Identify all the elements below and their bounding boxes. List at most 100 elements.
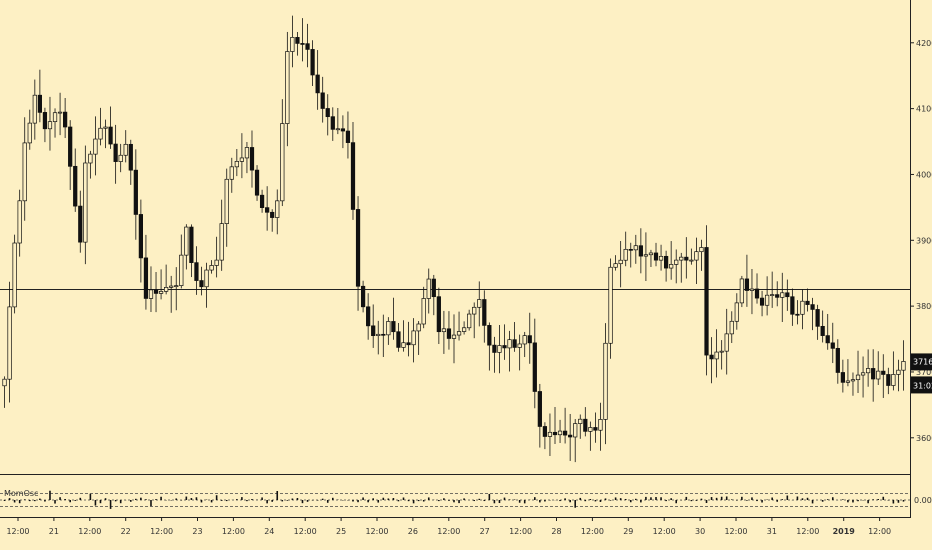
candle [527, 312, 532, 364]
candle-body-up [603, 342, 608, 420]
candle-body-up [239, 157, 245, 162]
candle-body-down [431, 278, 436, 298]
candle-body-down [300, 43, 305, 45]
candle [229, 157, 234, 193]
candle [663, 250, 669, 282]
candle [482, 290, 487, 343]
candle [461, 321, 467, 335]
candle [739, 275, 744, 308]
candle [623, 231, 628, 267]
candle-body-down [790, 296, 795, 315]
candle-body-up [679, 256, 684, 261]
candle [830, 322, 835, 364]
candle-body-down [537, 391, 542, 427]
candle-body-down [805, 300, 810, 305]
candle [775, 281, 780, 307]
candle-body-down [345, 130, 351, 143]
candle-body-down [527, 335, 532, 344]
candle-body-down [492, 344, 497, 353]
candle [653, 242, 659, 267]
candle [578, 414, 583, 439]
candle-body-down [820, 325, 825, 336]
candle-body-up [158, 290, 164, 294]
time-tick-label: 12:00 [294, 527, 317, 536]
candle [244, 141, 250, 174]
candle [684, 237, 689, 279]
candle [825, 313, 830, 350]
candle-body-up [83, 162, 88, 243]
candle-body-up [57, 111, 63, 114]
candle [179, 234, 184, 289]
oscillator-pane: MomOsc [0, 489, 910, 509]
candle-body-up [608, 266, 613, 344]
candle-body-down [259, 194, 265, 208]
candle [866, 349, 871, 387]
candle [98, 107, 103, 146]
candle-body-up [174, 285, 179, 287]
candle-body-up [93, 138, 98, 155]
candle-body-up [285, 51, 290, 124]
candle-body-down [391, 321, 396, 333]
candle-body-down [830, 342, 835, 349]
candle [517, 334, 522, 371]
candle [37, 69, 42, 123]
candle-body-down [37, 94, 42, 113]
candle [345, 111, 351, 159]
candle [234, 149, 239, 177]
candle-body-down [270, 211, 275, 218]
time-tick-label: 12:00 [581, 527, 604, 536]
candle-body-up [88, 153, 93, 164]
candle-body-up [643, 254, 649, 257]
time-axis[interactable]: 12:00 21 12:00 22 12:00 23 12:00 24 12:00 25 12:00… [6, 517, 891, 536]
candle-body-down [143, 257, 149, 299]
candle-body-up [421, 298, 426, 325]
candle-body-up [47, 121, 53, 130]
candle [138, 199, 144, 283]
candle [143, 234, 149, 310]
candle-body-up [204, 269, 209, 288]
candle [840, 359, 845, 393]
candle-body-down [568, 434, 573, 438]
candle [128, 139, 133, 185]
candle-body-up [386, 321, 391, 336]
candle [714, 329, 719, 378]
candle [537, 383, 542, 448]
candle [32, 79, 37, 140]
candle-body-down [315, 74, 320, 94]
price-tick-label: 4200.0 [916, 39, 932, 48]
candle [386, 317, 391, 345]
candle-body-up [699, 247, 704, 253]
countdown-badge [911, 376, 932, 394]
candle [734, 293, 739, 330]
candle-body-down [153, 289, 159, 294]
candle-body-down [295, 37, 300, 44]
candle-body-up [724, 333, 729, 352]
candle-body-up [547, 431, 553, 437]
candle-body-down [638, 245, 643, 257]
candle [406, 321, 411, 357]
candle [224, 168, 229, 247]
candle-body-up [2, 378, 7, 387]
candle [850, 372, 856, 396]
candle [118, 143, 123, 173]
candle [805, 288, 810, 312]
candle [68, 120, 73, 190]
candle-body-up [426, 278, 431, 299]
price-axis[interactable]: 3600.0 3700.0 3800.0 3900.0 4000.0 4100.0 4200… [910, 39, 932, 443]
candle-body-down [360, 285, 366, 308]
candle [583, 407, 588, 437]
candle-body-down [320, 92, 325, 109]
candle [366, 293, 371, 340]
time-tick-label: 24 [264, 527, 274, 536]
last-price-badge [911, 353, 932, 371]
candle [381, 314, 386, 357]
candle [633, 234, 638, 264]
candle [174, 267, 179, 311]
candle-body-down [63, 111, 68, 128]
candle [896, 359, 901, 392]
candle-body-up [729, 320, 734, 335]
time-tick-label: 2019 [833, 527, 856, 536]
candle-body-up [280, 123, 285, 202]
candle-body-up [623, 248, 628, 261]
candle [73, 148, 78, 212]
